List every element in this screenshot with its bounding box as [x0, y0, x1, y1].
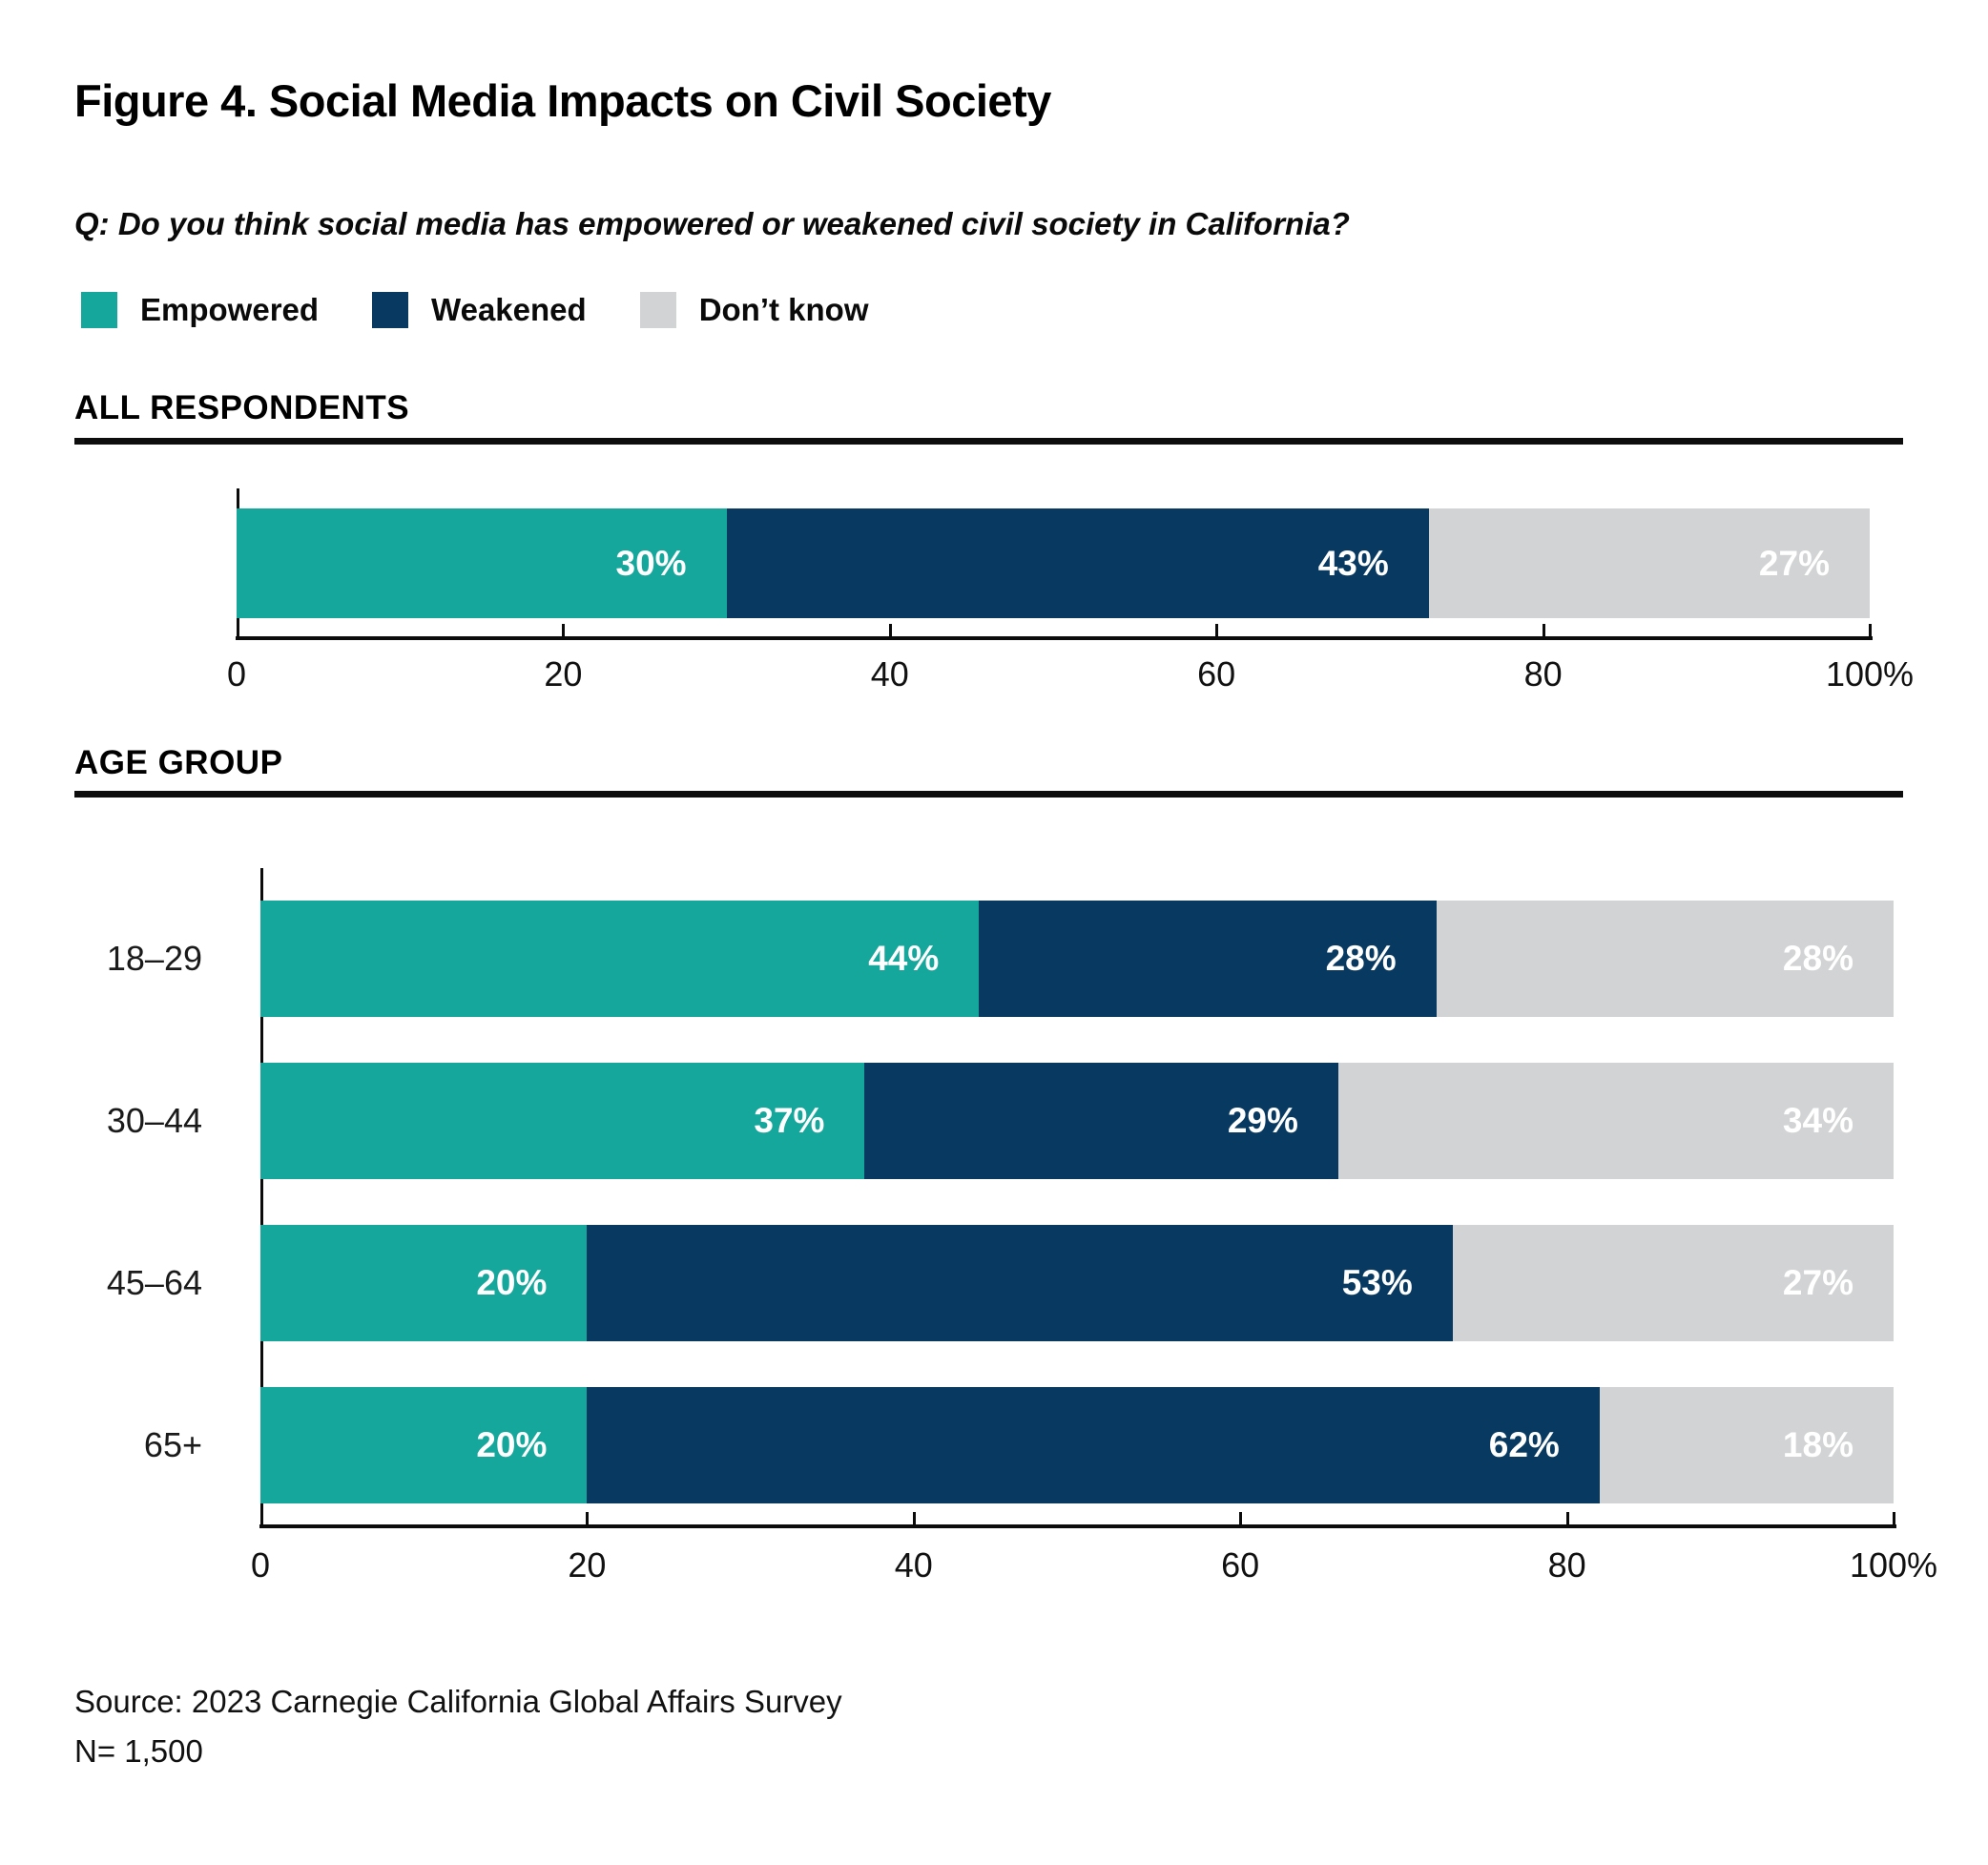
value-label-don-t-know: 27%	[1758, 543, 1830, 583]
x-axis-tick-100	[1869, 624, 1872, 636]
y-axis-line	[260, 868, 263, 1528]
value-label-empowered: 20%	[476, 1263, 548, 1302]
legend-label-don-t-know: Don’t know	[698, 292, 869, 327]
x-axis-tick-label-100: 100%	[1849, 1545, 1938, 1585]
value-label-empowered: 20%	[476, 1425, 548, 1464]
x-axis-tick-label-0: 0	[250, 1545, 271, 1585]
x-axis-tick-label-100: 100%	[1825, 654, 1915, 694]
legend-swatch-empowered	[81, 292, 117, 328]
segment-empowered: 37%	[260, 1063, 865, 1179]
segment-don-t-know: 18%	[1599, 1387, 1894, 1503]
category-label-30-44: 30–44	[106, 1101, 202, 1140]
segment-weakened: 53%	[587, 1225, 1453, 1341]
segment-don-t-know: 28%	[1436, 901, 1894, 1017]
x-axis-tick-60	[1239, 1512, 1243, 1524]
x-axis-tick-label-60: 60	[1221, 1545, 1260, 1585]
segment-don-t-know: 27%	[1428, 508, 1870, 618]
segment-weakened: 43%	[726, 508, 1429, 618]
bar-all-respondents: 30% 43% 27%	[237, 508, 1870, 618]
section-heading-all-respondents: ALL RESPONDENTS	[74, 389, 410, 426]
legend-item-weakened: Weakened	[372, 292, 587, 328]
bar-65+: 20% 62% 18%	[260, 1387, 1894, 1503]
survey-question: Q: Do you think social media has empower…	[74, 206, 1350, 241]
x-axis-tick-label-40: 40	[870, 654, 909, 694]
x-axis-tick-label-0: 0	[226, 654, 247, 694]
value-label-empowered: 37%	[754, 1101, 825, 1140]
section-divider-rule	[74, 438, 1903, 445]
x-axis-tick-20	[562, 624, 566, 636]
value-label-empowered: 30%	[615, 543, 687, 583]
value-label-don-t-know: 34%	[1782, 1101, 1853, 1140]
x-axis-line	[259, 1524, 1896, 1528]
value-label-empowered: 44%	[868, 939, 940, 978]
segment-empowered: 20%	[260, 1387, 588, 1503]
category-label-65+: 65+	[143, 1425, 202, 1464]
value-label-weakened: 53%	[1341, 1263, 1413, 1302]
value-label-don-t-know: 28%	[1782, 939, 1853, 978]
x-axis-tick-label-80: 80	[1523, 654, 1563, 694]
value-label-don-t-know: 27%	[1782, 1263, 1853, 1302]
x-axis-tick-40	[888, 624, 892, 636]
x-axis-tick-label-60: 60	[1197, 654, 1236, 694]
legend-swatch-don-t-know	[639, 292, 676, 328]
source-line: Source: 2023 Carnegie California Global …	[74, 1684, 842, 1719]
sample-size: N= 1,500	[74, 1733, 203, 1769]
legend-item-empowered: Empowered	[81, 292, 319, 328]
x-axis-tick-label-40: 40	[894, 1545, 933, 1585]
source-note: Source: 2023 Carnegie California Global …	[74, 1677, 842, 1776]
x-axis-tick-80	[1542, 624, 1545, 636]
legend-label-weakened: Weakened	[431, 292, 587, 327]
x-axis-tick-label-20: 20	[568, 1545, 607, 1585]
segment-weakened: 62%	[587, 1387, 1600, 1503]
category-label-45-64: 45–64	[106, 1263, 202, 1302]
x-axis-tick-40	[912, 1512, 916, 1524]
segment-weakened: 29%	[864, 1063, 1338, 1179]
legend: Empowered Weakened Don’t know	[81, 292, 869, 328]
bar-30-44: 37% 29% 34%	[260, 1063, 1894, 1179]
value-label-don-t-know: 18%	[1782, 1425, 1853, 1464]
x-axis-tick-80	[1565, 1512, 1569, 1524]
segment-weakened: 28%	[979, 901, 1437, 1017]
value-label-weakened: 29%	[1227, 1101, 1298, 1140]
legend-swatch-weakened	[372, 292, 409, 328]
legend-label-empowered: Empowered	[140, 292, 320, 327]
segment-don-t-know: 34%	[1337, 1063, 1894, 1179]
x-axis-tick-100	[1893, 1512, 1895, 1524]
bar-18-29: 44% 28% 28%	[260, 901, 1894, 1017]
x-axis-line	[236, 636, 1873, 640]
segment-empowered: 44%	[260, 901, 980, 1017]
value-label-weakened: 62%	[1488, 1425, 1560, 1464]
x-axis-tick-60	[1215, 624, 1219, 636]
value-label-weakened: 43%	[1317, 543, 1389, 583]
value-label-weakened: 28%	[1325, 939, 1397, 978]
x-axis-tick-label-20: 20	[544, 654, 583, 694]
segment-empowered: 20%	[260, 1225, 588, 1341]
figure-title: Figure 4. Social Media Impacts on Civil …	[74, 75, 1051, 126]
bar-45-64: 20% 53% 27%	[260, 1225, 1894, 1341]
section-heading-age-group: AGE GROUP	[74, 744, 283, 781]
x-axis-tick-label-80: 80	[1547, 1545, 1586, 1585]
segment-empowered: 30%	[237, 508, 727, 618]
section-divider-rule	[74, 791, 1903, 798]
legend-item-don-t-know: Don’t know	[639, 292, 869, 328]
segment-don-t-know: 27%	[1452, 1225, 1894, 1341]
x-axis-tick-20	[586, 1512, 590, 1524]
category-label-18-29: 18–29	[106, 939, 202, 978]
